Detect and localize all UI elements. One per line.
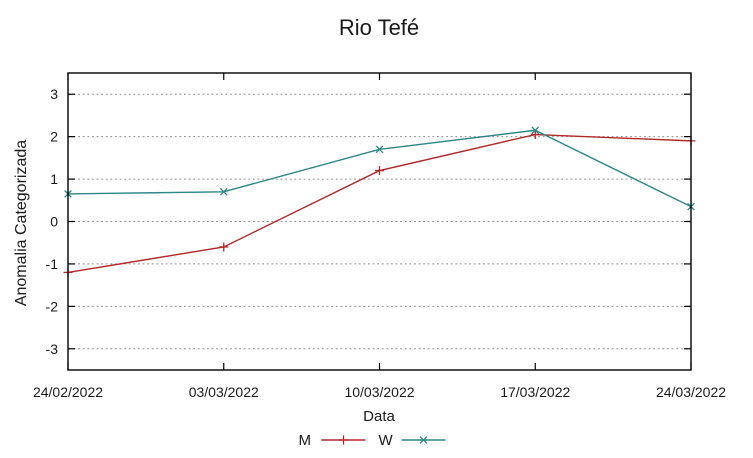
- plot-border: [67, 72, 692, 371]
- data-point-W-03/03/2022: [219, 187, 228, 196]
- y-tick-label: -2: [46, 298, 59, 314]
- tick-label-layer: -3 -2 -1 0 1 2 3 24/02/2022 03/03/2022 10/03/2022…: [33, 86, 726, 400]
- y-axis-label: Anomalia Categorizada: [13, 140, 30, 306]
- x-tick-label: 03/03/2022: [189, 384, 259, 400]
- legend-label-W: W: [379, 432, 394, 449]
- data-point-M-10/03/2022: [375, 166, 384, 176]
- x-axis-label: Data: [363, 408, 395, 425]
- legend-marker-M: [339, 435, 348, 445]
- grid-layer: [69, 93, 690, 350]
- data-point-W-17/03/2022: [531, 126, 540, 135]
- plot-border-rect: [67, 72, 692, 371]
- data-point-M-03/03/2022: [219, 242, 229, 252]
- y-tick-label: -1: [46, 256, 59, 272]
- y-tick-label: 1: [50, 171, 58, 187]
- y-tick-label: 3: [50, 86, 58, 102]
- data-point-W-10/03/2022: [375, 145, 384, 154]
- y-tick-label: 2: [50, 129, 58, 145]
- x-tick-label: 17/03/2022: [500, 384, 570, 400]
- data-point-M-17/03/2022: [530, 130, 540, 140]
- legend-label-M: M: [299, 432, 312, 449]
- y-tick-label: 0: [50, 214, 58, 230]
- x-tick-label: 24/02/2022: [33, 384, 103, 400]
- legend-marker-W: [419, 436, 428, 444]
- x-tick-label: 10/03/2022: [344, 384, 414, 400]
- x-tick-label: 24/03/2022: [656, 384, 726, 400]
- series-line-M: [67, 133, 692, 274]
- y-tick-label: -3: [46, 341, 59, 357]
- chart-title: Rio Tefé: [339, 15, 419, 40]
- series-layer: [63, 126, 696, 277]
